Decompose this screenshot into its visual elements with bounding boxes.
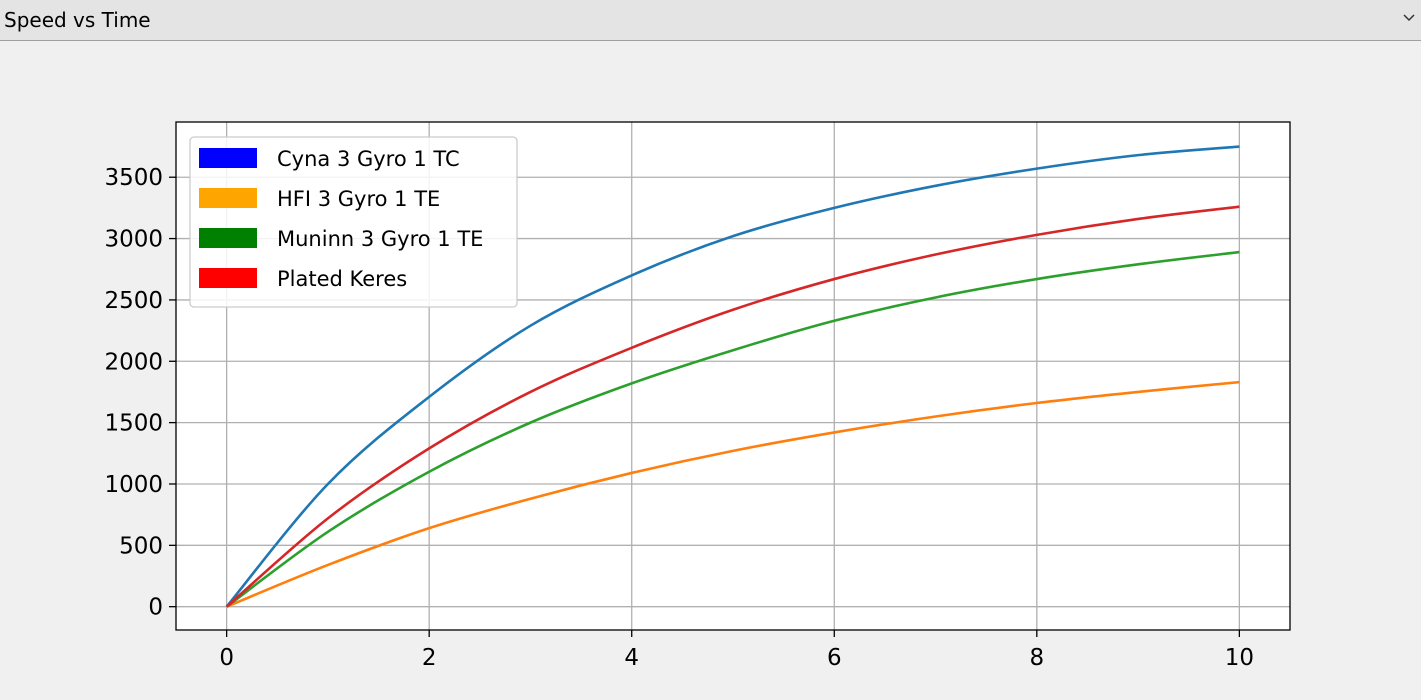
y-tick-label: 1000 [104, 472, 163, 498]
y-tick-label: 3500 [104, 165, 163, 191]
legend-swatch [199, 228, 257, 248]
chart-selector-bar[interactable]: Speed vs Time [0, 0, 1421, 41]
legend-label: Muninn 3 Gyro 1 TE [277, 227, 483, 251]
y-tick-label: 3000 [104, 227, 163, 253]
series-line-2 [225, 250, 1240, 608]
legend-label: Plated Keres [277, 267, 407, 291]
chart-selector-title: Speed vs Time [4, 8, 151, 32]
x-tick-label: 2 [422, 645, 437, 671]
y-tick-label: 2500 [104, 288, 163, 314]
legend-box [189, 136, 518, 308]
y-tick-label: 1500 [104, 411, 163, 437]
axis-ticks: 0 2 4 6 8 10 0 500 1000 1500 2000 2500 3000 3500 [104, 165, 1254, 671]
speed-time-chart: 0 2 4 6 8 10 0 500 1000 1500 2000 2500 3000 3500 Cyna… [0, 42, 1421, 700]
series-line-0 [225, 145, 1240, 608]
legend-label: Cyna 3 Gyro 1 TC [277, 147, 460, 171]
x-tick-label: 8 [1029, 645, 1044, 671]
legend: Cyna 3 Gyro 1 TC HFI 3 Gyro 1 TE Muninn 3 … [189, 136, 518, 308]
y-tick-label: 2000 [104, 349, 163, 375]
plot-frame [175, 121, 1291, 631]
chevron-down-icon[interactable] [1401, 9, 1417, 25]
series-line-1 [226, 380, 1240, 608]
y-tick-label: 0 [148, 595, 163, 621]
series-line-3 [225, 205, 1240, 608]
y-tick-label: 500 [119, 533, 163, 559]
x-tick-label: 4 [624, 645, 639, 671]
legend-label: HFI 3 Gyro 1 TE [277, 187, 440, 211]
legend-swatch [199, 148, 257, 168]
legend-swatch [199, 188, 257, 208]
legend-swatch [199, 268, 257, 288]
series-lines [225, 145, 1240, 608]
x-tick-label: 10 [1225, 645, 1254, 671]
x-tick-label: 6 [827, 645, 842, 671]
x-tick-label: 0 [219, 645, 234, 671]
